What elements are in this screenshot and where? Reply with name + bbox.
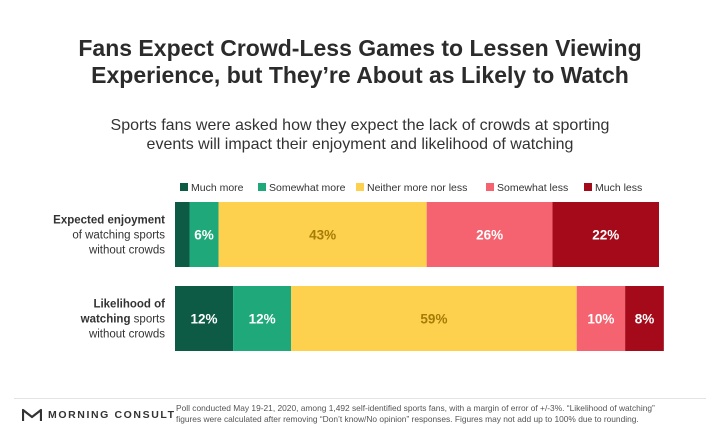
chart-subtitle-line-1: Sports fans were asked how they expect t… bbox=[110, 117, 610, 134]
legend-label: Much less bbox=[595, 182, 642, 194]
bar-row: 12% 12% 59% 10% 8% bbox=[175, 286, 664, 351]
chart-subtitle: Sports fans were asked how they expect t… bbox=[80, 116, 640, 154]
category-label-part: Expected enjoyment bbox=[53, 215, 165, 227]
footer-divider bbox=[14, 398, 706, 399]
bar-segment bbox=[291, 286, 577, 351]
morning-consult-logo-icon bbox=[22, 408, 42, 421]
bar-segment bbox=[426, 202, 553, 267]
brand-logo: MORNING CONSULT bbox=[22, 408, 176, 422]
brand-logo-text: MORNING CONSULT bbox=[48, 409, 176, 421]
chart-title-line-1: Fans Expect Crowd-Less Games to Lessen V… bbox=[78, 35, 642, 61]
category-label-part: Likelihood of bbox=[93, 299, 165, 311]
chart-title: Fans Expect Crowd-Less Games to Lessen V… bbox=[40, 35, 680, 89]
data-label: 26% bbox=[476, 228, 503, 243]
legend-swatch bbox=[258, 183, 266, 191]
methodology-note-line-2: figures were calculated after removing “… bbox=[176, 414, 639, 424]
bar-segment bbox=[233, 286, 292, 351]
data-label: 59% bbox=[420, 312, 447, 327]
category-label-line: Expected enjoyment bbox=[53, 215, 165, 227]
category-label-line: of watching sports bbox=[72, 230, 165, 242]
bar-segment bbox=[576, 286, 626, 351]
legend-item: Neither more nor less bbox=[356, 182, 467, 194]
legend-swatch bbox=[486, 183, 494, 191]
category-label-part: watching bbox=[80, 314, 131, 326]
category-label-line: Likelihood of bbox=[93, 299, 165, 311]
legend-label: Somewhat more bbox=[269, 182, 346, 194]
category-label-part: sports bbox=[130, 314, 165, 326]
data-label: 10% bbox=[587, 312, 614, 327]
bar-segment bbox=[625, 286, 664, 351]
legend-swatch bbox=[180, 183, 188, 191]
legend-label: Neither more nor less bbox=[367, 182, 467, 194]
data-label: 8% bbox=[635, 312, 655, 327]
data-label: 12% bbox=[249, 312, 276, 327]
category-label-part: of watching sports bbox=[72, 230, 165, 242]
legend-label: Somewhat less bbox=[497, 182, 568, 194]
legend-item: Somewhat less bbox=[486, 182, 568, 194]
legend-item: Somewhat more bbox=[258, 182, 346, 194]
data-label: 12% bbox=[191, 312, 218, 327]
category-label-line: without crowds bbox=[88, 329, 165, 341]
methodology-note-line-1: Poll conducted May 19-21, 2020, among 1,… bbox=[176, 403, 655, 413]
data-label: 43% bbox=[309, 228, 336, 243]
category-label-line: without crowds bbox=[88, 245, 165, 257]
methodology-note: Poll conducted May 19-21, 2020, among 1,… bbox=[176, 403, 706, 425]
bar-segment bbox=[552, 202, 659, 267]
data-label: 22% bbox=[592, 228, 619, 243]
legend-item: Much more bbox=[180, 182, 244, 194]
bar-segment bbox=[218, 202, 427, 267]
stacked-bar-chart: Much more Somewhat more Neither more nor l… bbox=[53, 182, 664, 351]
category-label-part: without crowds bbox=[88, 245, 165, 257]
legend-swatch bbox=[356, 183, 364, 191]
bar-row: 6% 43% 26% 22% bbox=[175, 202, 659, 267]
bar-segment bbox=[189, 202, 219, 267]
legend-swatch bbox=[584, 183, 592, 191]
bar-segment bbox=[175, 202, 190, 267]
category-label-line: watching sports bbox=[80, 314, 166, 326]
data-label: 6% bbox=[194, 228, 214, 243]
chart-subtitle-line-2: events will impact their enjoyment and l… bbox=[146, 136, 574, 153]
legend-label: Much more bbox=[191, 182, 244, 194]
category-label-part: without crowds bbox=[88, 329, 165, 341]
chart-title-line-2: Experience, but They’re About as Likely … bbox=[91, 62, 629, 88]
bar-segment bbox=[175, 286, 234, 351]
legend-item: Much less bbox=[584, 182, 642, 194]
